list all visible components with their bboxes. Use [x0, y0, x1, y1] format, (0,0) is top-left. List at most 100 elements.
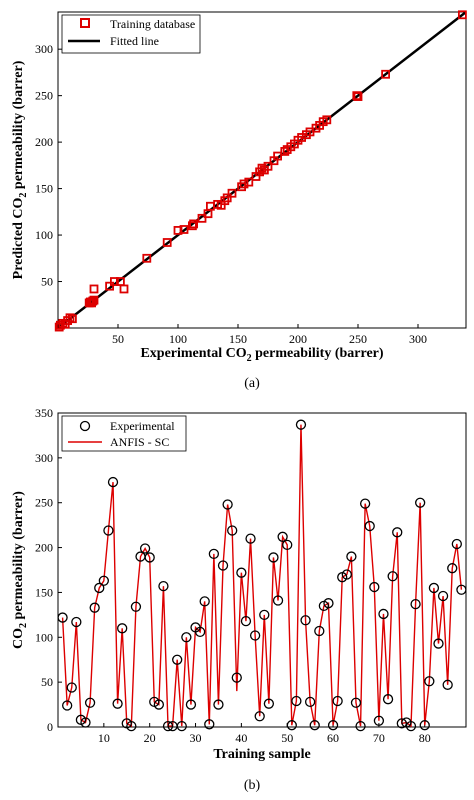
panel-b-label: (b): [244, 778, 261, 793]
training-data-point: [322, 115, 332, 125]
panel-b-y-tick-label: 150: [35, 585, 53, 599]
panel-b-x-tick-label: 40: [235, 731, 247, 745]
panel-a-legend-entry-1: Training database: [110, 17, 195, 31]
experimental-data-point: [277, 531, 288, 542]
experimental-data-point: [332, 695, 343, 707]
experimental-data-point: [323, 598, 334, 609]
panel-a-legend: Training database Fitted line: [61, 14, 201, 54]
training-data-point: [105, 281, 114, 291]
experimental-data-point: [208, 548, 220, 560]
training-data-point: [197, 213, 207, 223]
experimental-data-point: [378, 608, 389, 620]
panel-b-y-tick-label: 200: [35, 541, 53, 555]
experimental-data-point: [327, 720, 339, 731]
panel-b-x-tick-label: 30: [190, 731, 202, 745]
panel-b-y-tick-label: 250: [35, 496, 53, 510]
experimental-data-point: [424, 676, 435, 687]
panel-a-x-tick-label: 300: [409, 332, 427, 346]
training-data-point: [187, 221, 197, 231]
panel-b-x-axis-label: Training sample: [213, 747, 310, 762]
experimental-data-point: [236, 567, 247, 578]
panel-a-label: (a): [244, 376, 260, 391]
panel-b-x-tick-label: 50: [281, 731, 293, 745]
training-data-point: [179, 225, 189, 234]
training-data-point: [68, 314, 77, 324]
panel-b-x-tick-label: 70: [373, 731, 385, 745]
panel-b-data: [57, 419, 467, 732]
training-data-point: [119, 284, 129, 294]
panel-a-y-tick-label: 200: [35, 135, 53, 149]
experimental-data-point: [57, 612, 68, 623]
panel-a-y-ticks: 50 100 150 200 250 300: [35, 42, 62, 289]
panel-a-y-tick-label: 250: [35, 89, 53, 103]
training-data-point: [244, 177, 254, 187]
panel-a-y-tick-label: 50: [41, 275, 53, 289]
experimental-data-point: [84, 697, 96, 708]
experimental-data-point: [71, 616, 82, 628]
experimental-data-point: [415, 497, 426, 508]
panel-a-y-tick-label: 300: [35, 42, 53, 56]
panel-b-y-tick-label: 300: [35, 451, 53, 465]
experimental-data-point: [66, 682, 77, 693]
experimental-data-point: [428, 582, 440, 594]
experimental-data-point: [350, 697, 362, 708]
experimental-data-point: [94, 582, 105, 594]
experimental-data-point: [309, 720, 320, 731]
panel-b-x-ticks: 10 20 30 40 50 60 70 80: [98, 723, 431, 745]
training-data-point: [162, 238, 172, 247]
panel-a-x-tick-label: 250: [349, 332, 367, 346]
training-data-point: [222, 193, 232, 203]
training-data-point: [65, 313, 75, 323]
training-data-point: [381, 69, 391, 79]
experimental-data-point: [204, 719, 215, 730]
panel-b-x-tick-label: 80: [419, 731, 431, 745]
experimental-data-point: [387, 571, 398, 582]
experimental-data-point: [282, 539, 293, 551]
experimental-data-point: [442, 679, 453, 690]
experimental-data-point: [158, 580, 169, 592]
panel-a-y-tick-label: 150: [35, 182, 53, 196]
experimental-data-point: [144, 552, 155, 563]
experimental-data-point: [364, 520, 375, 532]
experimental-data-point: [405, 720, 417, 732]
panel-b-y-tick-label: 100: [35, 630, 53, 644]
experimental-data-point: [199, 596, 210, 607]
experimental-data-point: [181, 632, 192, 643]
training-data-point: [88, 296, 98, 306]
panel-b-legend-entry-2: ANFIS - SC: [110, 435, 169, 449]
panel-a: 50 100 150 200 250 300 50 100 150 200 250 300 Trai…: [11, 10, 467, 391]
experimental-data-point: [172, 654, 183, 665]
experimental-data-point: [80, 717, 91, 728]
experimental-data-point: [117, 623, 128, 634]
panel-b: 0 50 100 150 200 250 300 350 10 20 30 40 50 60 70 80 E…: [11, 406, 467, 793]
experimental-data-point: [259, 609, 270, 621]
training-data-point: [56, 320, 65, 330]
training-data-point: [239, 179, 249, 189]
training-data-point: [89, 295, 99, 305]
experimental-data-point: [369, 581, 380, 593]
experimental-data-point: [176, 720, 187, 732]
experimental-data-point: [451, 538, 462, 550]
training-data-point: [353, 92, 363, 101]
panel-b-y-tick-label: 50: [41, 675, 53, 689]
panel-b-y-axis-label: CO2 permeability (barrer): [11, 491, 29, 649]
panel-a-x-axis-label: Experimental CO2 permeability (barrer): [140, 346, 383, 364]
experimental-data-point: [153, 699, 165, 710]
anfis-sc-line: [61, 424, 463, 728]
experimental-data-point: [437, 590, 449, 602]
experimental-data-point: [213, 699, 224, 710]
experimental-data-point: [392, 527, 403, 538]
training-data-point: [142, 253, 152, 263]
experimental-data-point: [249, 630, 261, 641]
experimental-data-point: [373, 715, 385, 726]
panel-a-x-tick-label: 200: [289, 332, 307, 346]
experimental-data-point: [300, 615, 311, 626]
experimental-data-point: [254, 711, 265, 722]
panel-b-y-tick-label: 0: [47, 720, 53, 734]
experimental-data-point: [291, 695, 302, 707]
experimental-data-point: [139, 543, 151, 554]
experimental-data-point: [227, 525, 238, 536]
panel-a-x-tick-label: 50: [112, 332, 124, 346]
experimental-data-point: [126, 720, 137, 732]
